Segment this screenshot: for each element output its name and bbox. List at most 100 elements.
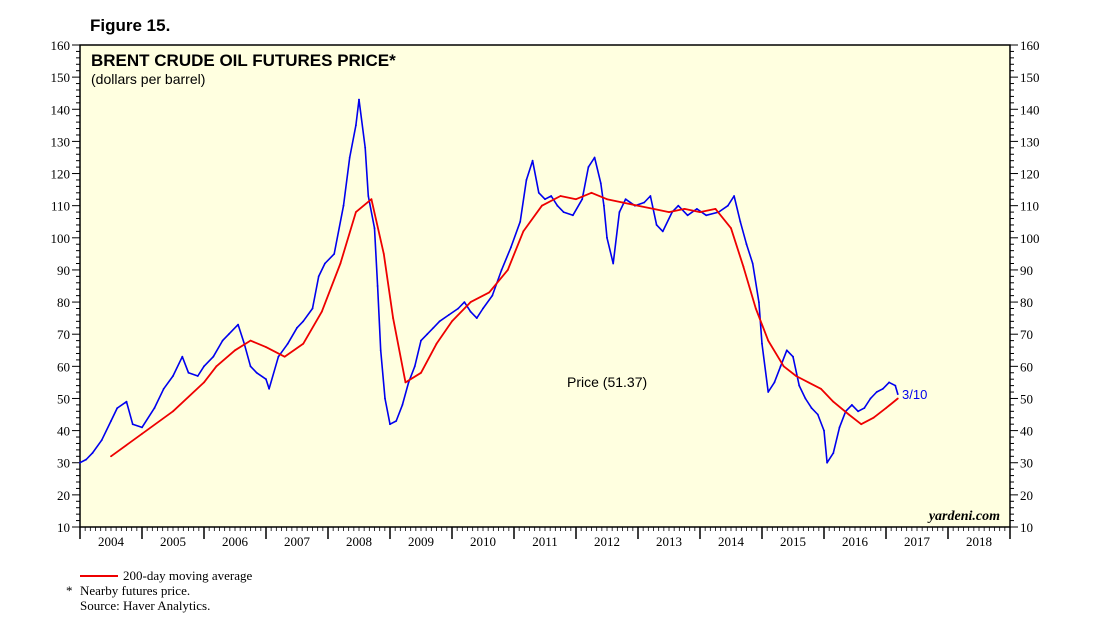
y-tick-label-right: 100: [1020, 231, 1040, 246]
data-point-price: [85, 458, 88, 461]
data-point-price: [550, 195, 553, 197]
data-point-price: [407, 381, 410, 384]
data-point-moving_average: [637, 204, 639, 207]
data-point-moving_average: [339, 262, 342, 265]
data-point-moving_average: [141, 432, 143, 435]
data-point-price: [296, 326, 298, 329]
data-point-price: [661, 230, 664, 233]
data-point-price: [91, 452, 94, 454]
data-point-moving_average: [668, 211, 670, 214]
data-point-price: [482, 307, 484, 310]
data-point-price: [265, 378, 267, 381]
data-point-price: [761, 342, 763, 345]
y-tick-label-right: 120: [1020, 167, 1040, 182]
data-point-price: [268, 387, 270, 390]
x-axis: 2004 2005 2006 2007 2008 2009 2010 2011 2012 2013…: [79, 527, 1011, 549]
x-tick-label: 2010: [470, 534, 496, 549]
watermark: yardeni.com: [927, 509, 1000, 524]
data-point-price: [556, 204, 559, 207]
y-tick-label-right: 40: [1020, 424, 1033, 439]
y-tick-label-right: 60: [1020, 359, 1033, 374]
y-tick-label-right: 10: [1020, 520, 1033, 535]
y-tick-label-right: 90: [1020, 263, 1033, 278]
data-point-moving_average: [435, 342, 438, 345]
data-point-price: [606, 236, 608, 239]
y-axis-right: 10 20 30 40 50 60 70 80 90 100 110 120 130 140 150 160: [1010, 38, 1040, 535]
data-point-price: [624, 198, 627, 201]
data-point-moving_average: [370, 198, 373, 201]
footnote-source: Source: Haver Analytics.: [80, 598, 210, 613]
data-point-moving_average: [215, 365, 218, 368]
plot-area: [79, 44, 1011, 528]
data-point-moving_average: [506, 269, 509, 271]
y-tick-label-right: 130: [1020, 134, 1040, 149]
y-tick-label-left: 100: [51, 231, 71, 246]
data-point-price: [196, 375, 199, 377]
data-point-price: [612, 262, 615, 265]
data-point-price: [426, 333, 429, 336]
data-point-price: [401, 404, 404, 406]
data-point-price: [364, 146, 367, 149]
data-point-price: [804, 397, 807, 400]
series-layer: [79, 98, 899, 464]
data-point-price: [438, 320, 441, 323]
data-point-price: [677, 204, 680, 207]
legend-ma-label: 200-day moving average: [123, 568, 252, 583]
data-point-moving_average: [451, 320, 453, 323]
data-point-price: [379, 349, 382, 352]
data-point-price: [187, 371, 190, 374]
data-point-price: [785, 349, 788, 352]
series-line-moving_average: [110, 191, 899, 458]
x-tick-label: 2016: [842, 534, 869, 549]
y-tick-label-left: 30: [57, 456, 70, 471]
data-point-moving_average: [606, 198, 608, 201]
data-point-moving_average: [172, 410, 174, 413]
data-point-price: [798, 384, 801, 387]
data-point-price: [537, 191, 540, 194]
data-point-moving_average: [522, 230, 525, 233]
data-point-price: [751, 262, 754, 265]
y-tick-label-left: 50: [57, 391, 70, 406]
data-point-price: [779, 365, 782, 368]
data-point-price: [851, 404, 853, 406]
data-point-price: [131, 423, 134, 426]
data-point-price: [227, 333, 230, 336]
data-point-price: [525, 179, 528, 181]
data-point-price: [367, 195, 370, 197]
data-point-price: [432, 326, 435, 329]
x-tick-label: 2012: [594, 534, 620, 549]
data-point-price: [389, 423, 391, 426]
y-tick-label-right: 110: [1020, 199, 1039, 214]
data-point-price: [832, 452, 835, 454]
y-tick-label-right: 160: [1020, 38, 1040, 53]
data-point-price: [358, 98, 360, 101]
y-tick-label-right: 140: [1020, 102, 1040, 117]
data-point-moving_average: [754, 307, 757, 310]
data-point-price: [376, 285, 379, 287]
data-point-price: [457, 307, 460, 310]
data-point-moving_average: [203, 381, 205, 384]
data-point-moving_average: [872, 416, 875, 419]
data-point-price: [816, 413, 819, 416]
data-point-price: [888, 381, 890, 384]
data-point-price: [510, 246, 512, 249]
data-point-moving_average: [730, 227, 732, 230]
data-point-price: [643, 201, 646, 204]
data-point-price: [572, 214, 574, 217]
data-point-price: [221, 339, 224, 342]
data-point-price: [500, 269, 503, 271]
data-point-price: [593, 156, 596, 159]
data-point-moving_average: [832, 400, 835, 403]
data-point-price: [413, 365, 416, 368]
data-point-price: [739, 220, 742, 223]
data-point-price: [116, 407, 119, 409]
y-tick-label-left: 90: [57, 263, 70, 278]
data-point-price: [587, 166, 590, 169]
x-tick-label: 2018: [966, 534, 992, 549]
data-point-price: [894, 384, 897, 387]
data-point-moving_average: [110, 455, 112, 458]
data-point-moving_average: [742, 265, 745, 268]
data-point-price: [110, 420, 112, 422]
data-point-moving_average: [590, 191, 593, 194]
data-point-price: [823, 429, 825, 432]
